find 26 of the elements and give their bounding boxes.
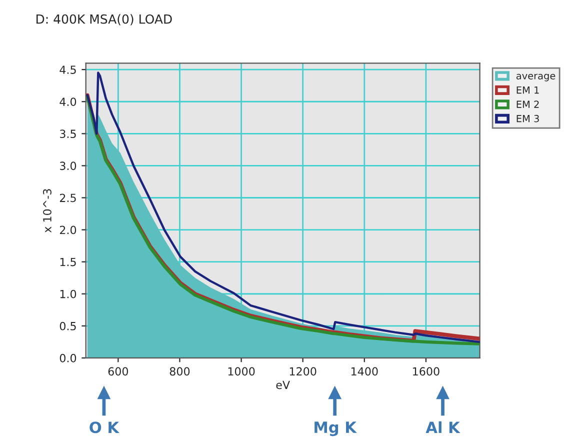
text: Mg K bbox=[314, 422, 357, 436]
x-tick-label: 1600 bbox=[413, 367, 440, 376]
y-axis-title: x 10^-3 bbox=[43, 189, 52, 233]
legend-label: EM 2 bbox=[516, 100, 539, 108]
y-tick-label: 4.5 bbox=[60, 66, 76, 74]
legend-label: average bbox=[516, 74, 556, 82]
y-tick-label: 1.5 bbox=[60, 258, 76, 266]
legend-label: EM 3 bbox=[516, 114, 539, 122]
text: O K bbox=[90, 422, 120, 434]
y-tick-label: 3.5 bbox=[60, 130, 76, 138]
y-tick-label: 2.5 bbox=[60, 194, 76, 202]
chart-title: D: 400K MSA(0) LOAD bbox=[36, 14, 172, 26]
x-tick-label: 1400 bbox=[351, 367, 378, 376]
x-axis-title: eV bbox=[276, 380, 290, 390]
x-tick-label: 600 bbox=[108, 367, 128, 376]
text: Al K bbox=[426, 421, 460, 433]
y-tick-label: 1.0 bbox=[60, 290, 76, 298]
y-tick-label: 0.0 bbox=[60, 354, 76, 362]
y-tick-label: 3.0 bbox=[60, 162, 76, 170]
x-tick-label: 1200 bbox=[290, 367, 316, 376]
y-tick-label: 0.5 bbox=[60, 322, 76, 330]
legend-label: EM 1 bbox=[516, 86, 539, 94]
x-tick-label: 1000 bbox=[228, 367, 255, 376]
x-tick-label: 800 bbox=[170, 367, 190, 376]
y-tick-label: 2.0 bbox=[60, 226, 76, 234]
y-tick-label: 4.0 bbox=[60, 98, 76, 106]
